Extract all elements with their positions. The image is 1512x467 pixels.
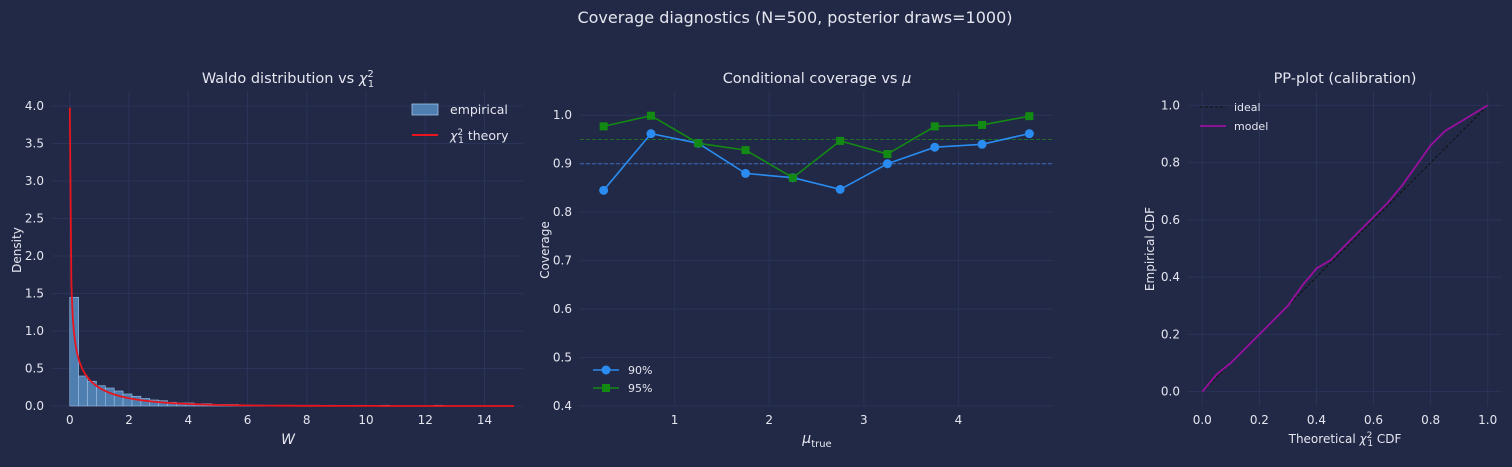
pp-model-line xyxy=(1201,104,1489,393)
histogram-xtick-label: 4 xyxy=(184,413,192,427)
coverage-ytick-label: 0.6 xyxy=(553,302,572,316)
coverage-point xyxy=(599,185,609,195)
legend-empirical-label: empirical xyxy=(450,102,508,117)
histogram-xlabel: W xyxy=(281,432,296,448)
legend-ideal-label: ideal xyxy=(1234,101,1261,114)
pp-plot-panel: PP-plot (calibration) Empirical CDF Theo… xyxy=(1143,71,1502,449)
coverage-point xyxy=(646,111,655,120)
coverage-point xyxy=(835,184,845,194)
histogram-bar xyxy=(131,395,142,407)
legend-95-label: 95% xyxy=(628,382,652,395)
coverage-point xyxy=(1025,112,1034,121)
histogram-title: Waldo distribution vs χ2 1 xyxy=(202,69,374,90)
histogram-bar xyxy=(69,296,79,407)
pp-plot-title: PP-plot (calibration) xyxy=(1274,71,1417,87)
pp-plot-ytick-label: 1.0 xyxy=(1161,98,1180,112)
coverage-point xyxy=(978,120,987,129)
coverage-ytick-label: 0.5 xyxy=(553,351,572,365)
coverage-ytick-label: 0.8 xyxy=(553,205,572,219)
histogram-panel: Waldo distribution vs χ2 1 Density W empi… xyxy=(10,69,523,448)
pp-plot-legend: ideal model xyxy=(1200,101,1268,133)
pp-plot-ylabel: Empirical CDF xyxy=(1143,207,1157,291)
legend-90-label: 90% xyxy=(628,364,652,377)
pp-plot-xtick-label: 0.8 xyxy=(1421,413,1440,427)
pp-plot-xtick-label: 0.6 xyxy=(1364,413,1383,427)
legend-empirical-swatch xyxy=(411,103,439,116)
histogram-ytick-label: 3.5 xyxy=(25,137,44,151)
histogram-grid xyxy=(52,91,523,407)
histogram-ytick-label: 1.5 xyxy=(25,287,44,301)
histogram-ytick-label: 0.0 xyxy=(25,399,44,413)
coverage-xtick-label: 1 xyxy=(671,413,679,427)
coverage-point xyxy=(599,122,608,131)
coverage-panel: Conditional coverage vs μ Coverage μtrue… xyxy=(538,71,1053,450)
pp-plot-ytick-label: 0.8 xyxy=(1161,156,1180,170)
histogram-ytick-label: 3.0 xyxy=(25,174,44,188)
coverage-point xyxy=(836,136,845,145)
coverage-legend: 90% 95% xyxy=(593,364,652,395)
coverage-line xyxy=(603,114,1030,179)
histogram-xtick-label: 0 xyxy=(66,413,74,427)
coverage-xlabel: μtrue xyxy=(801,431,831,450)
coverage-ytick-label: 0.7 xyxy=(553,254,572,268)
legend-model-label: model xyxy=(1234,120,1268,133)
histogram-bar xyxy=(122,393,133,407)
histogram-xtick-label: 6 xyxy=(244,413,252,427)
legend-95-marker xyxy=(602,384,610,392)
coverage-ytick-label: 1.0 xyxy=(553,108,572,122)
histogram-bar xyxy=(113,390,124,407)
chi2-density-line xyxy=(68,107,515,407)
figure-suptitle: Coverage diagnostics (N=500, posterior d… xyxy=(577,8,1012,27)
histogram-legend: empirical χ2 1 theory xyxy=(411,102,509,146)
coverage-xtick-label: 2 xyxy=(765,413,773,427)
coverage-point xyxy=(741,168,751,178)
coverage-ytick-label: 0.9 xyxy=(553,157,572,171)
coverage-xtick-label: 4 xyxy=(955,413,963,427)
coverage-grid xyxy=(580,91,1053,407)
coverage-point xyxy=(788,173,797,182)
pp-plot-xtick-label: 1.0 xyxy=(1478,413,1497,427)
pp-plot-xlabel: Theoretical χ2 1 CDF xyxy=(1288,431,1402,449)
coverage-point xyxy=(882,159,892,169)
pp-plot-xtick-label: 0.2 xyxy=(1250,413,1269,427)
coverage-point xyxy=(1024,129,1034,139)
coverage-point xyxy=(694,139,703,148)
legend-chi2-label: χ2 1 theory xyxy=(449,128,509,146)
histogram-ytick-label: 2.0 xyxy=(25,249,44,263)
coverage-point xyxy=(977,139,987,149)
coverage-point xyxy=(741,146,750,155)
pp-plot-xtick-label: 0.4 xyxy=(1307,413,1326,427)
coverage-xtick-label: 3 xyxy=(860,413,868,427)
histogram-xtick-label: 2 xyxy=(125,413,133,427)
coverage-point xyxy=(930,142,940,152)
histogram-xtick-label: 12 xyxy=(418,413,433,427)
coverage-point xyxy=(930,122,939,131)
coverage-point xyxy=(883,150,892,158)
pp-plot-xtick-label: 0.0 xyxy=(1193,413,1212,427)
pp-plot-ytick-label: 0.0 xyxy=(1161,385,1180,399)
histogram-ytick-label: 4.0 xyxy=(25,99,44,113)
coverage-point xyxy=(646,129,656,139)
histogram-bar xyxy=(78,375,88,407)
coverage-series-95pct xyxy=(599,111,1034,182)
legend-90-marker xyxy=(601,365,611,375)
histogram-ytick-label: 1.0 xyxy=(25,324,44,338)
pp-plot-ytick-label: 0.4 xyxy=(1161,270,1180,284)
histogram-xtick-label: 14 xyxy=(477,413,492,427)
coverage-ytick-label: 0.4 xyxy=(553,399,572,413)
histogram-xtick-label: 10 xyxy=(358,413,373,427)
pp-plot-ytick-label: 0.6 xyxy=(1161,213,1180,227)
coverage-title: Conditional coverage vs μ xyxy=(723,71,912,87)
histogram-ylabel: Density xyxy=(10,227,24,273)
coverage-ylabel: Coverage xyxy=(538,221,552,279)
histogram-ytick-label: 2.5 xyxy=(25,212,44,226)
coverage-line xyxy=(602,132,1030,191)
pp-plot-grid xyxy=(1188,91,1502,406)
pp-plot-ytick-label: 0.2 xyxy=(1161,327,1180,341)
histogram-xtick-label: 8 xyxy=(303,413,311,427)
histogram-ytick-label: 0.5 xyxy=(25,362,44,376)
